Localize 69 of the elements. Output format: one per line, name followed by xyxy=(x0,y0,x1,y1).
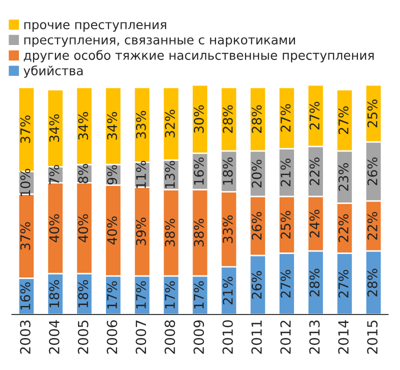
x-tick-label: 2012 xyxy=(280,320,291,354)
data-label: 22% xyxy=(367,212,378,240)
data-label: 27% xyxy=(310,102,320,130)
data-label: 38% xyxy=(164,218,175,246)
data-label: 20% xyxy=(252,160,262,188)
x-tick-label: 2010 xyxy=(222,320,233,354)
data-label: 34% xyxy=(107,112,118,140)
data-label: 8% xyxy=(78,164,88,184)
data-label: 16% xyxy=(20,282,30,310)
data-label: 21% xyxy=(280,158,291,186)
x-tick-label: 2006 xyxy=(106,320,118,354)
data-label: 7% xyxy=(49,165,60,184)
legend-label: другие особо тяжкие насильственные преступления xyxy=(24,50,374,62)
data-label: 22% xyxy=(310,157,320,186)
data-label: 18% xyxy=(78,280,88,308)
x-tick-label: 2011 xyxy=(251,320,262,354)
data-label: 40% xyxy=(49,214,60,242)
data-label: 17% xyxy=(107,281,118,308)
data-label: 21% xyxy=(222,276,233,304)
data-label: 27% xyxy=(338,270,348,298)
data-label: 27% xyxy=(338,106,348,134)
data-label: 9% xyxy=(107,165,118,184)
x-tick-label: 2005 xyxy=(78,320,88,354)
data-label: 28% xyxy=(367,268,378,296)
data-label: 18% xyxy=(49,280,60,308)
x-tick-label: 2009 xyxy=(194,320,204,354)
x-tick-label: 2008 xyxy=(164,320,176,354)
data-label: 11% xyxy=(136,160,146,188)
x-tick-label: 2015 xyxy=(367,320,378,354)
data-label: 40% xyxy=(107,216,118,244)
x-tick-label: 2004 xyxy=(48,320,60,354)
data-label: 39% xyxy=(136,218,146,246)
data-label: 33% xyxy=(222,215,233,243)
data-label: 28% xyxy=(222,105,233,133)
legend-label: прочие преступления xyxy=(24,22,166,32)
data-label: 32% xyxy=(164,110,175,138)
x-tick-label: 2007 xyxy=(136,320,146,354)
data-label: 27% xyxy=(280,104,291,132)
data-label: 30% xyxy=(194,105,204,133)
data-label: 17% xyxy=(136,281,146,308)
data-label: 23% xyxy=(338,163,348,191)
data-label: 13% xyxy=(164,160,175,188)
data-label: 37% xyxy=(20,222,30,250)
data-label: 38% xyxy=(194,218,204,246)
x-tick-label: 2013 xyxy=(309,320,320,354)
x-tick-label: 2003 xyxy=(20,320,30,354)
data-label: 33% xyxy=(136,110,146,139)
data-label: 22% xyxy=(338,214,348,242)
data-label: 27% xyxy=(280,270,291,298)
data-label: 26% xyxy=(252,271,262,299)
x-tick-label: 2014 xyxy=(338,320,349,354)
legend-label: убийства xyxy=(24,65,83,78)
legend-label: преступления, связанные с наркотиками xyxy=(24,37,295,47)
data-label: 25% xyxy=(280,210,291,238)
data-label: 24% xyxy=(310,210,320,238)
data-label: 34% xyxy=(78,112,88,140)
data-label: 40% xyxy=(78,214,88,242)
data-label: 37% xyxy=(20,115,30,144)
data-label: 28% xyxy=(310,268,320,296)
data-label: 25% xyxy=(367,100,378,128)
data-label: 17% xyxy=(164,281,175,308)
data-label: 10% xyxy=(20,168,30,196)
data-label: 17% xyxy=(194,281,204,308)
data-label: 26% xyxy=(252,212,262,240)
data-label: 28% xyxy=(252,105,262,133)
data-label: 26% xyxy=(367,157,378,186)
data-label: 34% xyxy=(49,114,60,142)
data-label: 16% xyxy=(194,157,204,185)
data-label: 18% xyxy=(222,157,233,185)
